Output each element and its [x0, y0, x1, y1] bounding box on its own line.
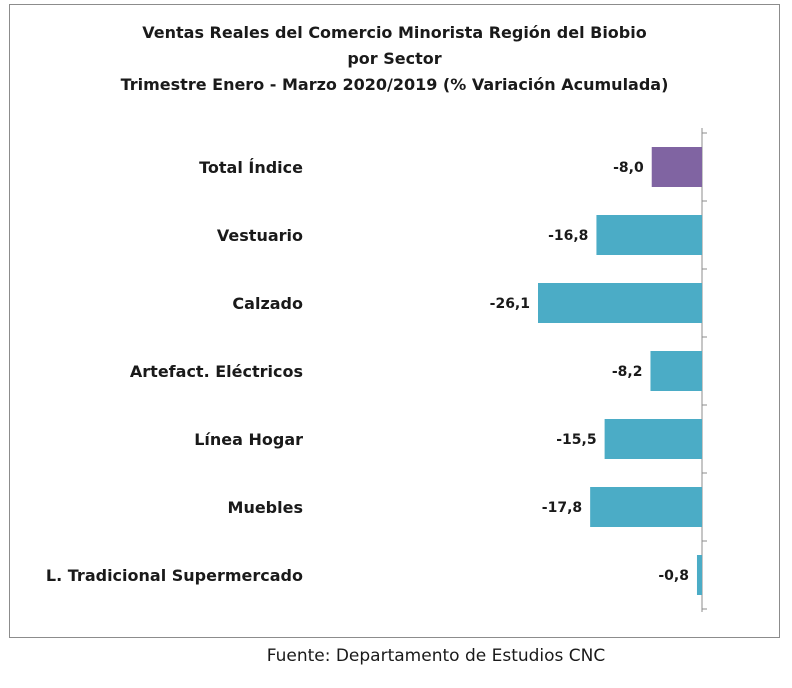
bar [696, 555, 702, 595]
category-label: L. Tradicional Supermercado [46, 566, 303, 585]
category-label: Muebles [228, 498, 303, 517]
value-label: -15,5 [556, 432, 596, 448]
bars [538, 147, 702, 595]
labels: -8,0 Total Índice -16,8 Vestuario -26,1 Calza… [46, 158, 689, 585]
category-label: Línea Hogar [194, 430, 303, 449]
chart-title: Ventas Reales del Comercio Minorista Reg… [9, 20, 780, 98]
category-label: Total Índice [199, 158, 303, 177]
bar [651, 147, 702, 187]
bar [590, 487, 702, 527]
bar [604, 419, 702, 459]
value-label: -0,8 [658, 568, 689, 584]
chart-title-line-2: por Sector [347, 49, 442, 68]
value-label: -16,8 [548, 228, 588, 244]
value-axis [701, 128, 707, 612]
bar [650, 351, 702, 391]
value-label: -8,2 [612, 364, 643, 380]
source-note: Fuente: Departamento de Estudios CNC [266, 646, 606, 666]
category-label: Artefact. Eléctricos [130, 362, 303, 381]
value-label: -8,0 [613, 160, 644, 176]
chart-title-line-1: Ventas Reales del Comercio Minorista Reg… [142, 23, 647, 42]
bar [538, 283, 702, 323]
category-label: Vestuario [217, 226, 303, 245]
value-label: -26,1 [490, 296, 530, 312]
category-label: Calzado [232, 294, 303, 313]
bar [596, 215, 702, 255]
chart-title-line-3: Trimestre Enero - Marzo 2020/2019 (% Var… [120, 75, 669, 94]
value-label: -17,8 [542, 500, 582, 516]
